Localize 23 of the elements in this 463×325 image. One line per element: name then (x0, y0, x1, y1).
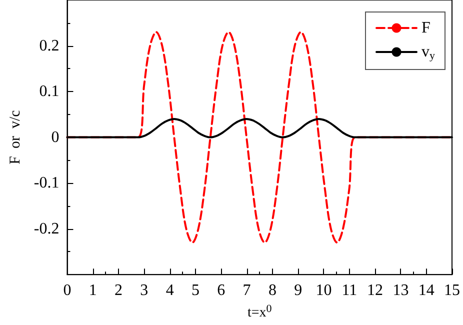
x-tick-label: 14 (418, 282, 434, 300)
y-tick-label: -0.2 (34, 220, 60, 238)
x-tick-label: 12 (367, 282, 384, 300)
x-tick-label: 11 (342, 282, 358, 300)
y-axis-title: F or v/c (8, 110, 24, 164)
x-tick-label: 9 (294, 282, 302, 300)
x-tick-label: 8 (268, 282, 276, 300)
x-tick-label: 4 (166, 282, 174, 300)
x-tick-label: 1 (88, 282, 97, 300)
x-tick-label: 6 (217, 282, 226, 300)
x-tick-label: 2 (114, 282, 123, 300)
x-tick-label: 10 (316, 282, 332, 300)
y-tick-label: -0.1 (34, 174, 60, 192)
x-tick-label: 5 (191, 282, 200, 300)
y-tick-label: 0.2 (39, 37, 60, 54)
y-tick-label: 0 (51, 128, 60, 146)
x-tick-label: 7 (242, 282, 251, 300)
x-tick-label: 15 (444, 282, 460, 300)
x-tick-label: 3 (140, 282, 148, 300)
y-tick-label: 0.1 (39, 83, 60, 100)
x-tick-label: 0 (63, 282, 72, 300)
legend-label: F (422, 20, 430, 36)
x-tick-label: 13 (392, 282, 409, 300)
